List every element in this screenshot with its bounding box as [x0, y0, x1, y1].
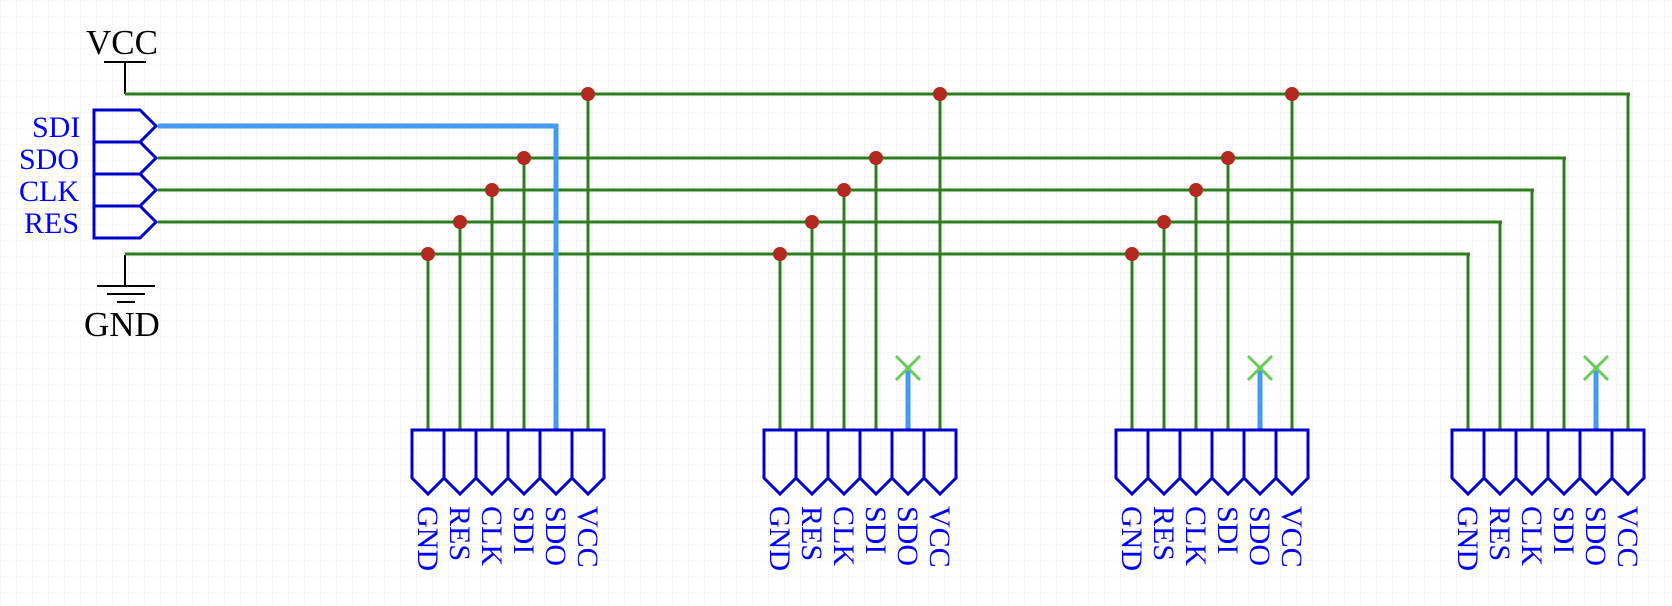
- pin-label-sdo: SDO: [1579, 506, 1612, 566]
- pin-label-res: RES: [443, 506, 476, 561]
- connector-pin-res[interactable]: [1482, 428, 1518, 497]
- port-label-clk: CLK: [19, 175, 79, 208]
- connector-pin-vcc[interactable]: [922, 428, 958, 497]
- port-label-res: RES: [24, 207, 79, 240]
- connector-pin-vcc[interactable]: [1610, 428, 1646, 497]
- pin-label-sdo: SDO: [539, 506, 572, 566]
- no-connect-marker: [1582, 354, 1610, 382]
- junction-dot: [1125, 247, 1139, 261]
- connector-pin-res[interactable]: [442, 428, 478, 497]
- gnd-symbol[interactable]: [97, 255, 155, 303]
- pin-label-sdi: SDI: [1547, 506, 1580, 554]
- no-connect-marker: [894, 354, 922, 382]
- pin-label-sdi: SDI: [1211, 506, 1244, 554]
- connector-pin-sdo[interactable]: [538, 428, 574, 497]
- port-label-sdo: SDO: [19, 143, 79, 176]
- port-sdo[interactable]: [92, 140, 159, 176]
- connector-pin-clk[interactable]: [1178, 428, 1214, 497]
- connector-pin-clk[interactable]: [474, 428, 510, 497]
- connector-pin-sdo[interactable]: [890, 428, 926, 497]
- pin-label-sdo: SDO: [891, 506, 924, 566]
- pin-label-clk: CLK: [1515, 506, 1548, 566]
- pin-label-vcc: VCC: [1275, 506, 1308, 568]
- pin-label-clk: CLK: [827, 506, 860, 566]
- pin-label-vcc: VCC: [923, 506, 956, 568]
- junction-dot: [805, 215, 819, 229]
- junction-dot: [933, 87, 947, 101]
- junction-dot: [421, 247, 435, 261]
- wires-layer: [125, 92, 1630, 430]
- connector-3[interactable]: GND RES CLK SDI SDO VCC: [1114, 428, 1310, 571]
- pin-label-gnd: GND: [763, 506, 796, 571]
- pin-label-sdi: SDI: [507, 506, 540, 554]
- connector-pin-sdi[interactable]: [858, 428, 894, 497]
- junction-dot: [581, 87, 595, 101]
- connectors-layer: GND RES CLK SDI SDO VCC GND RES CLK SDI SDO VCC GND R…: [410, 428, 1646, 571]
- connector-pin-sdi[interactable]: [1546, 428, 1582, 497]
- connector-1[interactable]: GND RES CLK SDI SDO VCC: [410, 428, 606, 571]
- connector-pin-clk[interactable]: [826, 428, 862, 497]
- connector-pin-res[interactable]: [1146, 428, 1182, 497]
- pin-label-gnd: GND: [1451, 506, 1484, 571]
- connector-pin-sdo[interactable]: [1242, 428, 1278, 497]
- connector-pin-res[interactable]: [794, 428, 830, 497]
- junction-dot: [1157, 215, 1171, 229]
- connector-2[interactable]: GND RES CLK SDI SDO VCC: [762, 428, 958, 571]
- sdi-highlight-wire[interactable]: [158, 123, 559, 430]
- junction-dot: [453, 215, 467, 229]
- pin-label-clk: CLK: [475, 506, 508, 566]
- connector-pin-sdi[interactable]: [506, 428, 542, 497]
- pin-label-gnd: GND: [1115, 506, 1148, 571]
- connector-pin-gnd[interactable]: [762, 428, 798, 497]
- vcc-symbol[interactable]: [104, 61, 146, 94]
- junction-dot: [869, 151, 883, 165]
- junction-dot: [773, 247, 787, 261]
- gnd-label: GND: [84, 305, 160, 344]
- junction-dot: [485, 183, 499, 197]
- connector-pin-gnd[interactable]: [1450, 428, 1486, 497]
- vcc-label: VCC: [86, 23, 158, 62]
- pin-label-sdo: SDO: [1243, 506, 1276, 566]
- connector-pin-gnd[interactable]: [1114, 428, 1150, 497]
- connector-pin-gnd[interactable]: [410, 428, 446, 497]
- pin-label-clk: CLK: [1179, 506, 1212, 566]
- connector-pin-vcc[interactable]: [570, 428, 606, 497]
- connector-pin-sdo[interactable]: [1578, 428, 1614, 497]
- connector-4[interactable]: GND RES CLK SDI SDO VCC: [1450, 428, 1646, 571]
- ports-layer: [92, 108, 159, 240]
- connector-pin-sdi[interactable]: [1210, 428, 1246, 497]
- junction-dot: [1285, 87, 1299, 101]
- junction-dot: [1221, 151, 1235, 165]
- port-res[interactable]: [92, 204, 159, 240]
- port-label-sdi: SDI: [32, 111, 80, 144]
- port-sdi[interactable]: [92, 108, 159, 144]
- connector-pin-clk[interactable]: [1514, 428, 1550, 497]
- pin-label-vcc: VCC: [571, 506, 604, 568]
- junctions-layer: [421, 87, 1299, 261]
- pin-label-vcc: VCC: [1611, 506, 1644, 568]
- pin-label-res: RES: [1147, 506, 1180, 561]
- pin-label-sdi: SDI: [859, 506, 892, 554]
- pin-label-res: RES: [795, 506, 828, 561]
- junction-dot: [837, 183, 851, 197]
- connector-pin-vcc[interactable]: [1274, 428, 1310, 497]
- pin-label-res: RES: [1483, 506, 1516, 561]
- pin-label-gnd: GND: [411, 506, 444, 571]
- junction-dot: [1189, 183, 1203, 197]
- no-connect-marker: [1246, 354, 1274, 382]
- junction-dot: [517, 151, 531, 165]
- port-clk[interactable]: [92, 172, 159, 208]
